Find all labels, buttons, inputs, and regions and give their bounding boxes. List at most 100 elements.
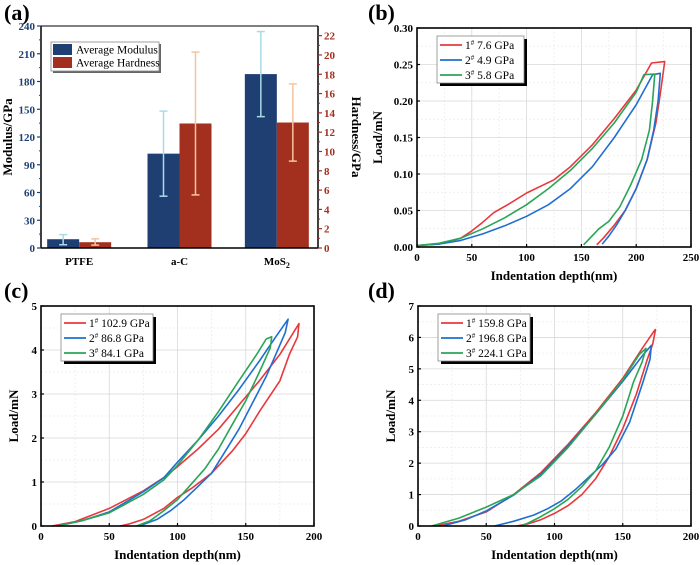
y-tick-label: 0.25 <box>394 60 414 72</box>
y-tick-label: 30 <box>24 215 36 227</box>
y-tick-label: 180 <box>19 77 36 89</box>
series-line-1 <box>434 328 657 527</box>
y-tick-label: 1 <box>409 490 415 502</box>
legend-sample-marker: # <box>95 317 99 325</box>
y-tick-label: 3 <box>32 389 38 401</box>
y-tick-label: 0.00 <box>394 242 414 254</box>
series-line-2 <box>416 72 662 247</box>
x-tick-label: 100 <box>546 531 563 543</box>
y-tick-label: 0.20 <box>394 96 414 108</box>
y2-tick-label: 6 <box>324 185 330 197</box>
y-tick-label: 0.05 <box>394 206 414 218</box>
x-tick-label-text: a-C <box>171 256 188 268</box>
y-tick-label: 5 <box>32 301 38 313</box>
legend-modulus-value: 196.8 GPa <box>475 333 526 345</box>
legend-modulus-value: 84.1 GPa <box>98 348 144 360</box>
x-tick-label: 50 <box>466 252 478 264</box>
y-tick-label: 4 <box>32 345 38 357</box>
y-tick-label: 4 <box>409 395 415 407</box>
legend-modulus-value: 224.1 GPa <box>475 348 526 360</box>
series-line-3 <box>57 336 273 527</box>
x-tick-label: PTFE <box>65 256 93 268</box>
x-tick-label: 0 <box>415 531 421 543</box>
x-tick-label: 100 <box>169 531 186 543</box>
legend-sample-marker: # <box>471 39 475 47</box>
y-axis-title: Load/mN <box>383 389 398 442</box>
y2-tick-label: 2 <box>324 224 330 236</box>
legend-sample-marker: # <box>95 347 99 355</box>
legend-modulus-value: 102.9 GPa <box>98 318 149 330</box>
legend-swatch <box>53 57 72 68</box>
legend-modulus-value: 5.8 GPa <box>474 70 514 82</box>
y2-tick-label: 20 <box>324 50 336 62</box>
y-axis-title: Load/mN <box>370 111 385 164</box>
legend-sample-marker: # <box>95 332 99 340</box>
y-tick-label: 90 <box>24 160 36 172</box>
y-tick-label: 5 <box>409 364 415 376</box>
legend-sample-number: 2 <box>465 55 471 67</box>
legend-modulus-value: 159.8 GPa <box>475 318 526 330</box>
y-axis-title: Load/mN <box>6 389 21 442</box>
x-axis-title: Indentation depth(nm) <box>491 547 618 562</box>
y2-tick-label: 16 <box>324 89 336 101</box>
x-tick-label: 50 <box>481 531 493 543</box>
x-tick-label: 100 <box>518 252 535 264</box>
y-axis-title: Modulus/GPa <box>0 98 15 176</box>
x-tick-label: 150 <box>573 252 590 264</box>
legend-sample-marker: # <box>472 317 476 325</box>
x-tick-label-text: MoS <box>264 256 286 268</box>
legend-label: 2# 4.9 GPa <box>465 54 514 67</box>
y2-tick-label: 8 <box>324 166 330 178</box>
legend-label: 3# 84.1 GPa <box>89 347 144 360</box>
legend-label: Average Modulus <box>76 45 158 57</box>
legend-modulus-value: 86.8 GPa <box>98 333 144 345</box>
y-tick-label: 0 <box>30 243 36 255</box>
legend-sample-marker: # <box>471 54 475 62</box>
y2-tick-label: 4 <box>324 204 330 216</box>
x-tick-label-subscript: 2 <box>286 261 290 270</box>
series-line-1 <box>416 60 666 247</box>
legend: 1# 102.9 GPa 2# 86.8 GPa 3# 84.1 GPa <box>60 313 156 364</box>
x-tick-label: MoS2 <box>264 256 290 270</box>
x-tick-label: 0 <box>414 252 420 264</box>
chart-panel-d: (d) 0 50 100 150 200 0 1 2 3 4 5 6 7 Indentation depth… <box>368 278 700 562</box>
legend-sample-number: 3 <box>466 348 472 360</box>
x-tick-label: a-C <box>171 256 188 268</box>
y-tick-label: 2 <box>409 458 415 470</box>
y-tick-label: 210 <box>19 49 36 61</box>
y-tick-label: 240 <box>19 21 36 33</box>
series-line-3 <box>431 347 647 527</box>
x-tick-label: 200 <box>683 531 700 543</box>
legend-label: 1# 159.8 GPa <box>466 317 527 330</box>
y-tick-label: 120 <box>19 132 36 144</box>
legend-sample-marker: # <box>472 347 476 355</box>
legend-sample-number: 1 <box>466 318 472 330</box>
y2-tick-label: 12 <box>324 127 336 139</box>
x-tick-label: 250 <box>683 252 700 264</box>
series-line-2 <box>57 318 289 527</box>
y-tick-label: 1 <box>32 477 38 489</box>
legend-sample-number: 2 <box>89 333 95 345</box>
legend-sample-number: 2 <box>466 333 472 345</box>
legend-label: 1# 102.9 GPa <box>89 317 150 330</box>
legend-modulus-value: 4.9 GPa <box>474 55 514 67</box>
chart-panel-c: (c) 0 50 100 150 200 0 1 2 3 4 5 Indentation depth(n… <box>4 278 323 562</box>
series-line-3 <box>416 73 656 247</box>
legend-label: 2# 196.8 GPa <box>466 332 527 345</box>
legend-sample-number: 3 <box>465 70 471 82</box>
panel-label: (c) <box>4 278 28 303</box>
chart-panel-b: (b) 0 50 100 150 200 250 0.00 0.05 0.10 0.15 0.20 0.… <box>368 0 700 283</box>
legend-sample-marker: # <box>472 332 476 340</box>
x-axis-title: Indentation depth(nm) <box>114 547 241 562</box>
legend-label: 3# 224.1 GPa <box>466 347 527 360</box>
y-tick-label: 0.30 <box>394 23 414 35</box>
y-tick-label: 2 <box>32 433 38 445</box>
y-tick-label: 3 <box>409 427 415 439</box>
y-tick-label: 0.10 <box>394 169 414 181</box>
panel-label: (b) <box>368 0 395 25</box>
y-tick-label: 0 <box>409 521 415 533</box>
